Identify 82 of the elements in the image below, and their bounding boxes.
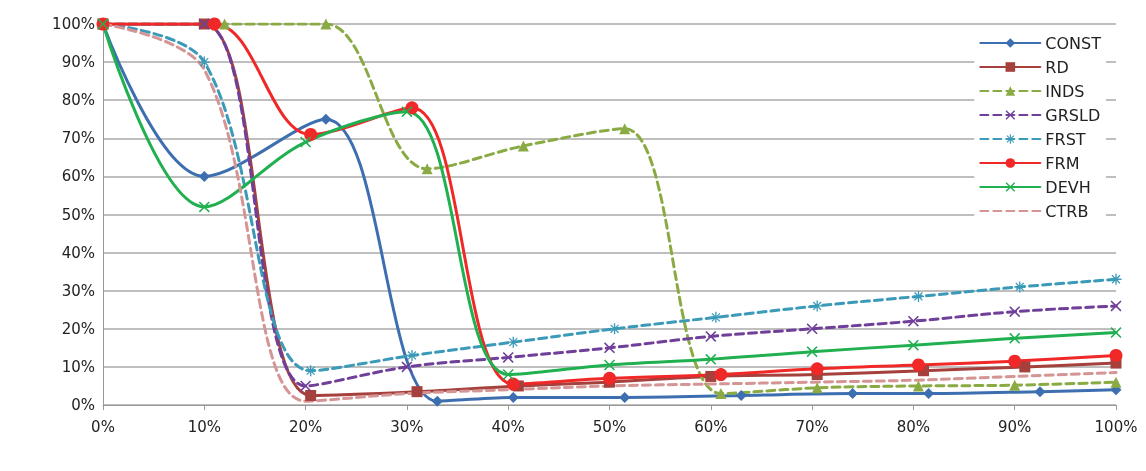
point (604, 342, 615, 354)
point (207, 17, 221, 31)
x-tick-label: 40% (491, 417, 525, 436)
point (320, 18, 332, 30)
point (907, 315, 919, 327)
point (517, 140, 529, 152)
x-tick-label: 60% (694, 417, 728, 436)
point (1110, 273, 1122, 285)
point (502, 351, 514, 363)
y-tick-label: 40% (61, 243, 95, 262)
point (1110, 376, 1122, 388)
point (506, 377, 520, 391)
point (305, 389, 317, 401)
point (806, 346, 818, 358)
point (1009, 379, 1021, 391)
point (715, 388, 727, 400)
point (714, 368, 728, 382)
legend-label: DEVH (1045, 177, 1091, 197)
point (1110, 327, 1122, 339)
legend-label: RD (1045, 57, 1069, 77)
x-tick-label: 10% (187, 417, 221, 436)
point (300, 380, 312, 392)
y-tick-label: 60% (61, 167, 95, 186)
point (810, 362, 824, 376)
point (198, 56, 210, 68)
x-tick-label: 30% (390, 417, 424, 436)
x-tick-label: 0% (91, 417, 115, 436)
point (1109, 348, 1123, 362)
point (619, 123, 631, 135)
legend-label: CONST (1045, 33, 1102, 53)
legend-label: CTRB (1045, 201, 1089, 221)
point (1019, 361, 1031, 373)
point (198, 170, 210, 182)
point (411, 386, 423, 398)
y-tick-label: 100% (52, 15, 95, 33)
point (811, 382, 823, 394)
point (603, 371, 616, 385)
point (300, 136, 312, 148)
point (219, 18, 231, 30)
point (735, 389, 747, 401)
point (907, 339, 919, 351)
point (1008, 354, 1022, 368)
point (705, 330, 717, 342)
x-tick-label: 20% (288, 417, 323, 436)
y-tick-label: 50% (61, 205, 95, 224)
point (604, 359, 615, 371)
x-tick-label: 80% (896, 417, 931, 436)
point (806, 323, 818, 335)
y-tick-label: 90% (61, 53, 95, 72)
point (710, 311, 722, 323)
x-tick-label: 90% (998, 417, 1032, 436)
point (1110, 300, 1122, 312)
point (320, 113, 332, 125)
point (421, 163, 433, 175)
point (912, 380, 924, 392)
point (1009, 306, 1021, 318)
y-tick-label: 20% (61, 319, 95, 338)
point (401, 106, 413, 118)
legend-label: INDS (1045, 81, 1085, 101)
point (911, 358, 925, 372)
point (304, 127, 318, 141)
point (705, 353, 717, 365)
y-tick-label: 30% (61, 281, 95, 300)
y-tick-label: 0% (71, 396, 95, 414)
point (431, 395, 443, 407)
point (507, 336, 519, 348)
x-tick-label: 70% (795, 417, 829, 436)
y-tick-label: 10% (61, 357, 95, 376)
legend-label: FRM (1045, 153, 1080, 173)
y-tick-label: 80% (61, 91, 95, 110)
y-tick-label: 70% (61, 129, 95, 148)
point (401, 361, 413, 373)
x-tick-label: 50% (592, 417, 627, 436)
legend-label: FRST (1045, 129, 1086, 149)
x-tick-label: 100% (1094, 417, 1138, 436)
legend-label: GRSLD (1045, 105, 1101, 125)
point (705, 370, 717, 382)
point (198, 201, 210, 213)
point (406, 349, 418, 361)
point (502, 369, 514, 381)
point (1034, 386, 1046, 398)
point (1009, 332, 1021, 344)
